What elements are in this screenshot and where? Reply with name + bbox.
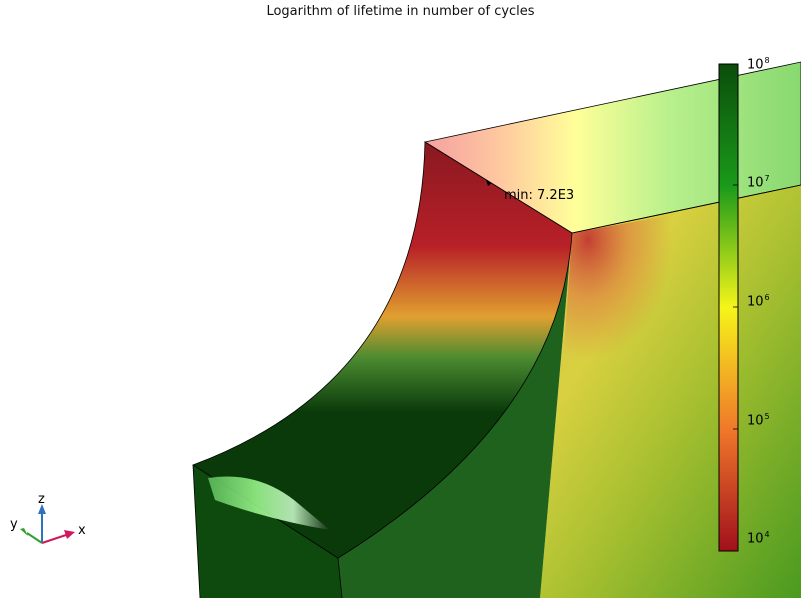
colorbar-label-1e4: 104: [747, 530, 770, 547]
hole-glow: [208, 476, 330, 530]
colorbar-label-1e6: 106: [747, 293, 770, 310]
axis-x-label: x: [78, 523, 86, 538]
min-marker-icon: [486, 180, 492, 186]
min-annotation: min: 7.2E3: [504, 188, 574, 203]
right-face-red-zone: [560, 210, 700, 410]
colorbar-label-1e8: 108: [747, 56, 770, 73]
colorbar-label-1e5: 105: [747, 412, 770, 429]
plot-title: Logarithm of lifetime in number of cycle…: [266, 4, 535, 19]
axes-triad: [20, 504, 75, 544]
colorbar-label-1e7: 107: [747, 174, 770, 191]
axis-y-label: y: [10, 517, 18, 532]
axis-z-label: z: [38, 492, 45, 507]
colorbar: [718, 63, 739, 552]
colorbar-ticks: [733, 63, 738, 552]
